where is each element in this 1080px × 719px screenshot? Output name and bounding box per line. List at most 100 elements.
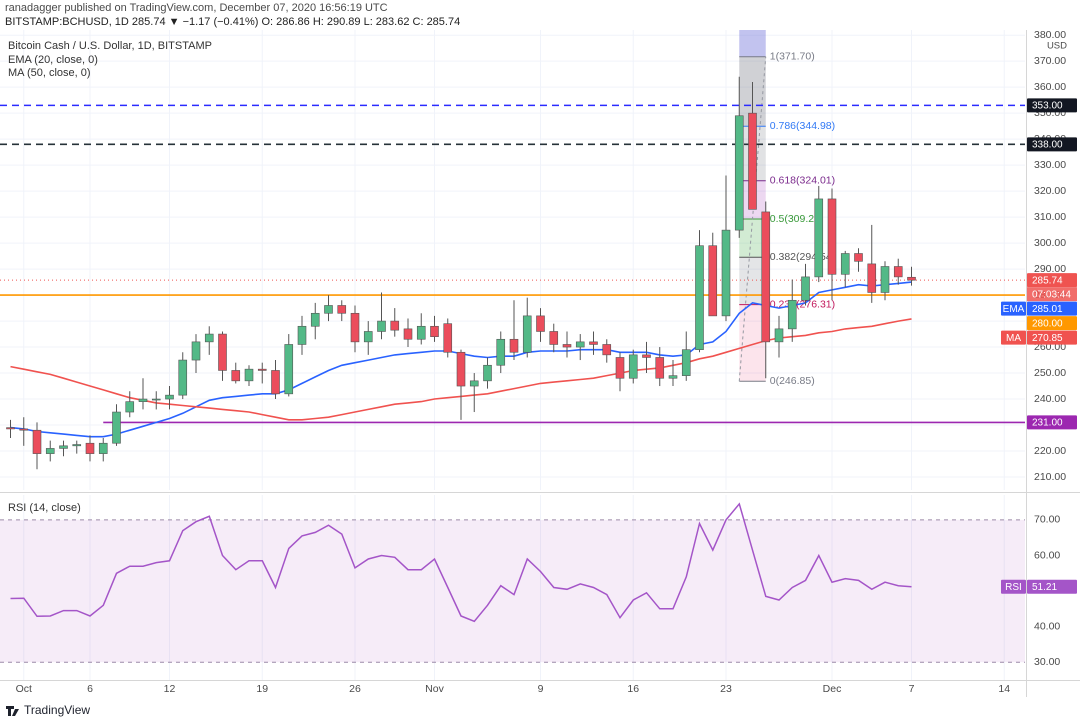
- axis-tag: [1027, 579, 1077, 594]
- line-layer: [0, 104, 1025, 623]
- candle-body: [615, 357, 625, 379]
- axis-tag-name-box: [1001, 579, 1026, 594]
- candle-body: [416, 325, 426, 340]
- axis-tag-name: MA: [1006, 333, 1021, 344]
- candle-body: [377, 320, 386, 332]
- candle-body: [19, 428, 29, 431]
- axis-tag: [1027, 330, 1077, 345]
- rsi-tick-label: 70.00: [1034, 514, 1060, 526]
- legend-entry: EMA (20, close, 0): [8, 54, 98, 66]
- axis-tag-label: 280.00: [1032, 318, 1063, 329]
- candle-body: [893, 266, 903, 278]
- x-tick-label: 7: [909, 683, 915, 695]
- candle-body: [456, 351, 466, 387]
- candle-body: [231, 370, 241, 382]
- candle-body: [721, 229, 731, 317]
- candle-body: [628, 354, 638, 379]
- rsi-tick-label: 60.00: [1034, 549, 1060, 561]
- candle-body: [165, 394, 174, 400]
- fib-band: [739, 219, 766, 258]
- footer-brand: TradingView: [24, 703, 90, 717]
- y-tick-label: 330.00: [1034, 159, 1066, 171]
- candle-body: [138, 398, 148, 402]
- candle-body: [191, 341, 201, 361]
- y-tick-label: 320.00: [1034, 185, 1066, 197]
- candle-body: [761, 211, 771, 343]
- candle-body: [324, 305, 333, 314]
- legend-entry: MA (50, close, 0): [8, 67, 91, 79]
- axis-tag-label: 231.00: [1032, 418, 1063, 429]
- x-tick-label: 9: [538, 683, 544, 695]
- y-tick-label: 370.00: [1034, 55, 1066, 67]
- candle-body: [72, 444, 82, 447]
- fib-label: 0.382(294.54): [770, 251, 835, 263]
- y-tick-label: 250.00: [1034, 367, 1066, 379]
- candle-body: [734, 115, 744, 231]
- symbol-line: BITSTAMP:BCHUSD, 1D 285.74 ▼ −1.17 (−0.4…: [5, 16, 460, 28]
- candle-body: [337, 305, 347, 314]
- candle-body: [708, 245, 718, 317]
- candle-body: [430, 325, 439, 337]
- candle-body: [589, 341, 598, 345]
- x-tick-label: 19: [256, 683, 268, 695]
- candle-body: [45, 448, 55, 454]
- countdown-box: [1027, 287, 1077, 302]
- axis-tag: [1027, 316, 1077, 331]
- candle-body: [6, 427, 15, 430]
- axis-tag-label: 51.21: [1032, 582, 1057, 593]
- fib-range-highlight: [739, 30, 766, 57]
- candle-body: [642, 354, 651, 358]
- rsi-title: RSI (14, close): [8, 502, 81, 514]
- candle-body: [310, 312, 320, 327]
- y-tick-label: 360.00: [1034, 81, 1066, 93]
- fib-band: [739, 257, 766, 305]
- axis-tag-name: RSI: [1005, 582, 1022, 593]
- x-tick-label: 23: [720, 683, 732, 695]
- rsi-line: [10, 502, 912, 623]
- candle-body: [867, 263, 877, 293]
- candle-body: [112, 411, 121, 444]
- axis-tag-label: 338.00: [1032, 139, 1063, 150]
- rsi-band: [0, 519, 1025, 663]
- candle-body: [297, 325, 307, 345]
- candle-body: [880, 266, 890, 293]
- candle-body: [907, 276, 916, 281]
- candle-body: [257, 368, 267, 371]
- axis-tag: [1027, 415, 1077, 430]
- candle-body: [218, 333, 227, 371]
- x-tick-label: 26: [349, 683, 361, 695]
- y-tick-label: 220.00: [1034, 445, 1066, 457]
- grid-layer: [0, 30, 1025, 680]
- axis-tag-name-box: [1001, 330, 1026, 345]
- candle-body: [178, 359, 188, 396]
- candle-body: [695, 245, 704, 350]
- footer-logo: [6, 706, 19, 716]
- candle-body: [85, 442, 95, 454]
- axis-tag-label: 353.00: [1032, 101, 1063, 112]
- candle-body: [814, 198, 824, 278]
- candle-body: [801, 276, 810, 301]
- axis-tag-name: EMA: [1003, 304, 1025, 315]
- candle-body: [668, 375, 678, 379]
- axis-tag-label: 285.74: [1032, 275, 1063, 286]
- candle-body: [204, 333, 214, 343]
- fib-label: 0.5(309.27): [770, 213, 824, 225]
- candle-body: [496, 338, 506, 366]
- candle-body: [483, 364, 492, 382]
- candle-body: [403, 328, 413, 340]
- fib-label: 0(246.85): [770, 375, 815, 387]
- chart-title: Bitcoin Cash / U.S. Dollar, 1D, BITSTAMP: [8, 40, 212, 52]
- x-tick-label: 6: [87, 683, 93, 695]
- countdown: 07:03:44: [1032, 289, 1071, 300]
- candle-body: [827, 198, 837, 275]
- candle-body: [350, 312, 360, 343]
- candle-body: [469, 380, 479, 387]
- candle-body: [602, 344, 612, 356]
- y-tick-label: 240.00: [1034, 393, 1066, 405]
- axis-tag: [1027, 98, 1077, 113]
- x-tick-label: 14: [998, 683, 1010, 695]
- candle-body: [840, 253, 850, 275]
- x-tick-label: Dec: [823, 683, 842, 695]
- candle-body: [774, 328, 784, 343]
